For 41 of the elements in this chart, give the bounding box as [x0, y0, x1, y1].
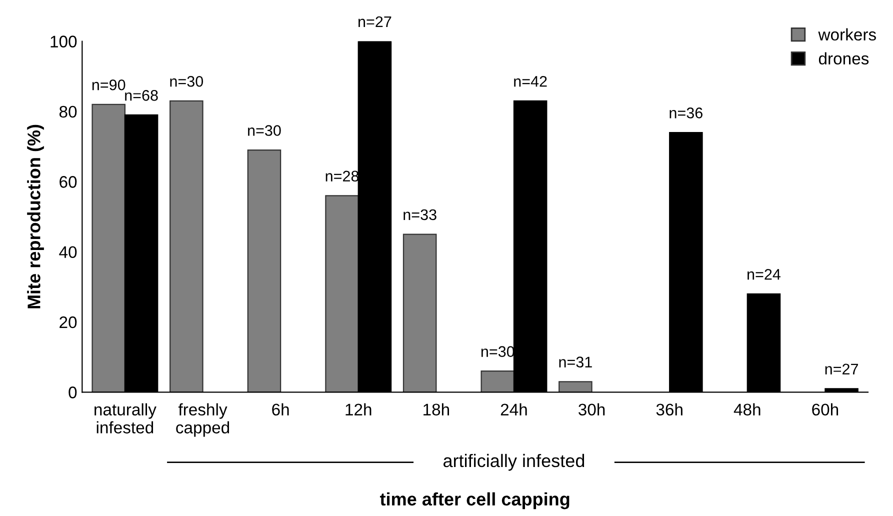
- bar: [325, 195, 359, 392]
- bar: [170, 100, 204, 392]
- y-tick-label: 80: [59, 106, 77, 118]
- bar: [558, 381, 592, 392]
- annotation: n=68: [125, 90, 158, 101]
- annotation: n=36: [670, 108, 702, 118]
- annotation: n=27: [358, 16, 392, 27]
- x-tick-label: 12h: [346, 403, 372, 416]
- annotation: n=30: [248, 125, 281, 136]
- bar: [92, 104, 126, 392]
- annotation: n=31: [559, 356, 592, 368]
- y-tick-label: 40: [59, 246, 77, 258]
- bar: [480, 370, 515, 392]
- annotation: n=30: [170, 76, 204, 87]
- annotation: n=27: [825, 364, 858, 374]
- y-tick-label: 20: [60, 316, 77, 328]
- x-axis-title: time after cell capping: [380, 492, 570, 510]
- annotation: n=42: [514, 76, 547, 87]
- bar: [247, 150, 282, 392]
- x-tick-label: 36h: [656, 403, 682, 416]
- y-tick-label: 60: [60, 176, 77, 188]
- y-axis-title: Mite reproduction (%): [27, 124, 44, 308]
- annotation: n=30: [481, 346, 514, 357]
- annotation: n=90: [92, 79, 126, 90]
- y-tick-label: 0: [68, 386, 77, 398]
- y-tick-label: 100: [50, 36, 77, 48]
- x-tick-label: 24h: [500, 403, 527, 416]
- annotation: n=24: [748, 268, 780, 280]
- legend-label: drones: [818, 52, 869, 64]
- x-tick-label: 30h: [578, 403, 605, 416]
- text: artificially infested: [444, 454, 584, 471]
- annotation: n=33: [404, 209, 436, 220]
- x-tick-label: naturally infested: [94, 403, 156, 434]
- bar: [402, 234, 437, 392]
- x-tick-label: 6h: [272, 403, 289, 416]
- x-tick-label: 60h: [812, 403, 838, 416]
- x-tick-label: 48h: [734, 403, 760, 416]
- x-tick-label: freshly capped: [176, 403, 230, 437]
- annotation: n=28: [326, 170, 359, 182]
- legend-label: workers: [818, 28, 876, 41]
- x-tick-label: 18h: [424, 403, 449, 416]
